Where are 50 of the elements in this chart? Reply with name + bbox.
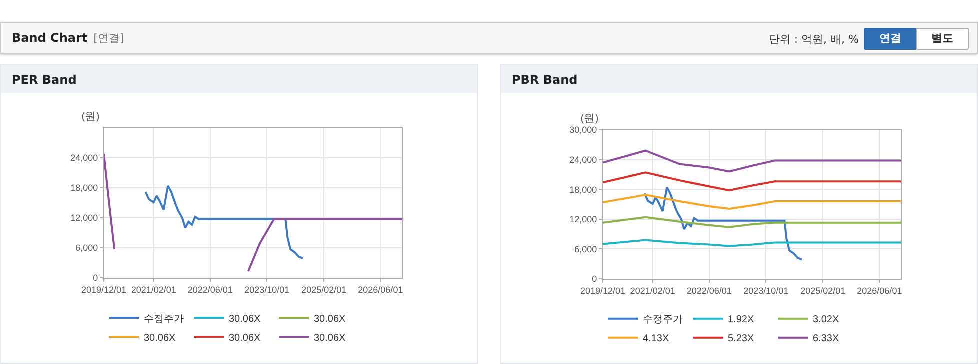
legend-label: 5.23X	[728, 334, 754, 345]
y-tick-label: 24,000	[570, 154, 598, 165]
legend-label: 30.06X	[314, 332, 346, 344]
legend-label: 수정주가	[144, 314, 184, 325]
text: [연결]	[94, 32, 124, 45]
line-series	[603, 194, 901, 210]
x-tick-label: 2026/06/01	[857, 286, 902, 296]
x-tick-label: 2023/10/01	[744, 286, 789, 296]
legend-label: 30.06X	[229, 332, 262, 344]
line-series	[603, 150, 901, 173]
legend-label: 30.06X	[314, 314, 346, 325]
x-tick-label: 2025/02/01	[302, 284, 347, 295]
legend-label: 수정주가	[643, 314, 683, 326]
y-axis-title: (원)	[82, 109, 100, 124]
y-tick-label: 6,000	[574, 244, 598, 254]
x-tick-label: 2023/10/01	[244, 284, 290, 295]
x-tick-label: 2021/02/01	[131, 284, 176, 295]
text: 단위 : 억원, 배, %	[768, 32, 859, 47]
y-tick-label: 12,000	[70, 213, 98, 224]
x-tick-label: 2022/06/01	[686, 286, 732, 296]
y-tick-label: 0	[592, 274, 598, 284]
y-tick-label: 18,000	[70, 183, 98, 194]
x-tick-label: 2019/12/01	[81, 284, 127, 295]
line-series	[603, 172, 901, 192]
x-tick-label: 2019/12/01	[580, 286, 626, 296]
line-series	[144, 185, 304, 260]
legend-label: 30.06X	[229, 314, 262, 325]
x-tick-label: 2022/06/01	[188, 284, 233, 295]
text: Band Chart	[12, 31, 88, 45]
y-tick-label: 18,000	[570, 184, 598, 195]
y-tick-label: 0	[93, 273, 98, 284]
x-tick-label: 2025/02/01	[800, 286, 846, 296]
y-tick-label: 24,000	[70, 153, 98, 164]
x-tick-label: 2026/06/01	[358, 284, 404, 295]
legend-label: 3.02X	[813, 314, 840, 326]
y-tick-label: 6,000	[76, 243, 98, 254]
y-tick-label: 30,000	[570, 125, 598, 136]
y-axis-title: (원)	[581, 111, 598, 126]
text: 별도	[916, 28, 969, 50]
line-series	[603, 216, 901, 228]
legend-label: 6.33X	[813, 334, 840, 345]
y-tick-label: 12,000	[570, 214, 598, 225]
line-series	[644, 186, 804, 261]
text: 연결	[864, 28, 917, 50]
x-tick-label: 2021/02/01	[630, 286, 676, 296]
legend-label: 4.13X	[643, 334, 670, 345]
legend-label: 30.06X	[144, 332, 176, 344]
chart-title: PER Band	[1, 65, 477, 93]
legend-label: 1.92X	[728, 314, 754, 326]
chart-title: PBR Band	[501, 65, 977, 93]
